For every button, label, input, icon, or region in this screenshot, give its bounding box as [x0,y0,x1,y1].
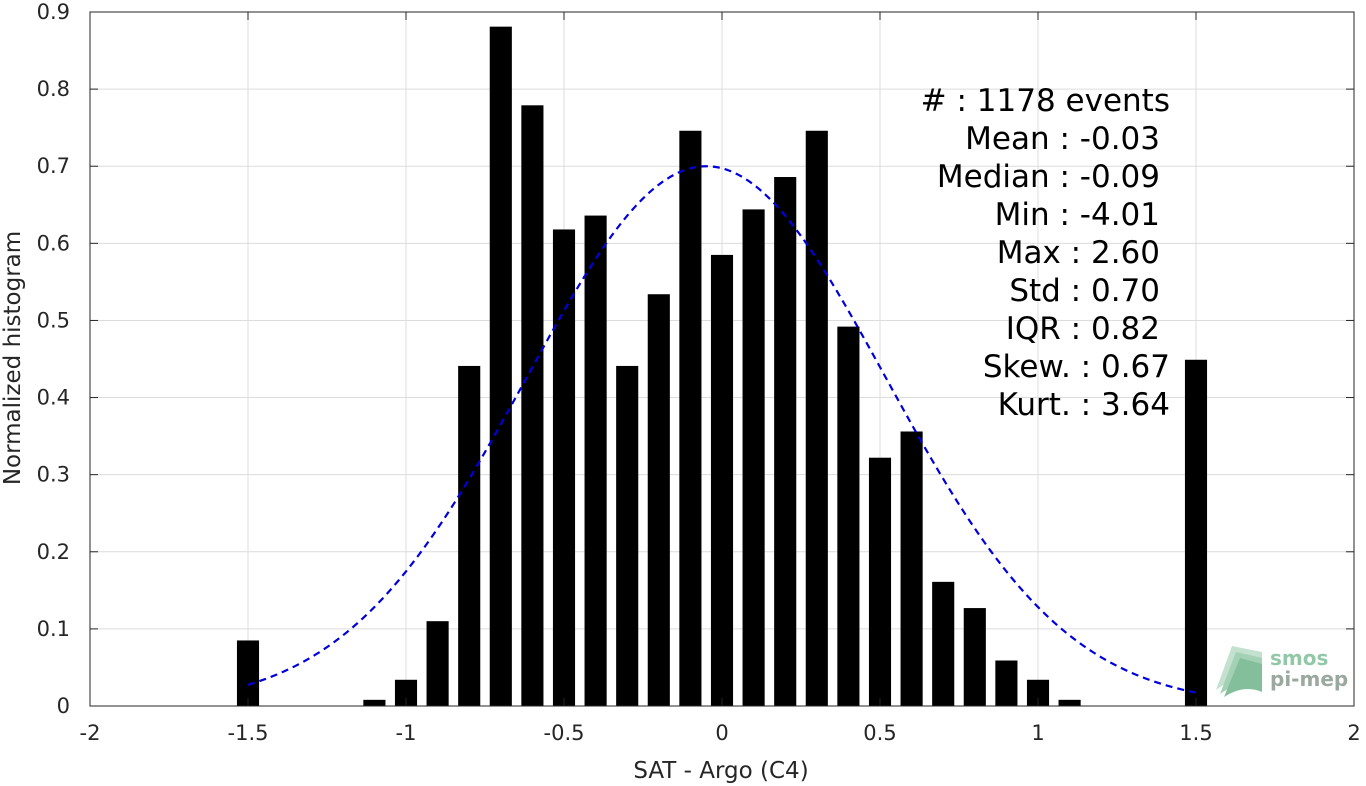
histogram-bar [552,229,576,706]
y-tick-labels: 0 0.1 0.2 0.3 0.4 0.5 0.6 0.7 0.8 0.9 [37,0,70,718]
stat-std: Std : 0.70 [1009,273,1160,309]
x-tick-label: -1.5 [228,721,269,745]
histogram-bar [647,294,670,706]
y-tick-label: 0.4 [37,386,70,410]
x-tick-labels: -2 -1.5 -1 -0.5 0 0.5 1 1.5 2 [80,721,1361,745]
stat-events: # : 1178 events [921,83,1170,119]
histogram-bar [521,105,544,706]
x-tick-label: 1 [1031,721,1044,745]
y-tick-label: 0.5 [37,308,70,332]
stat-max: Max : 2.60 [997,235,1160,271]
histogram-bar [458,365,481,706]
x-tick-label: 2 [1347,721,1360,745]
y-tick-label: 0.7 [37,154,70,178]
stat-kurt: Kurt. : 3.64 [998,387,1170,423]
histogram-bar [900,431,923,706]
x-tick-label: 1.5 [1179,721,1212,745]
stat-mean: Mean : -0.03 [965,121,1160,157]
gaussian-fit-curve [247,165,1197,694]
logo-text-smos: smos [1270,646,1328,670]
histogram-bar [1026,679,1050,706]
y-tick-label: 0 [57,694,70,718]
histogram-bar [236,640,260,706]
stats-annotation: # : 1178 events Mean : -0.03 Median : -0… [921,83,1170,423]
histogram-bar [426,621,449,706]
x-tick-label: 0 [715,721,728,745]
histogram-bar [394,679,418,706]
histogram-bar [710,254,734,706]
y-tick-label: 0.2 [37,540,70,564]
histogram-bar [1058,699,1081,706]
histogram-bar [837,326,860,706]
stat-min: Min : -4.01 [995,197,1160,233]
histogram-bar [584,215,607,706]
histogram-bar [679,130,702,707]
x-tick-label: -0.5 [544,721,585,745]
y-tick-label: 0.9 [37,0,70,24]
histogram-bar [742,209,765,706]
histogram-bar [363,699,386,706]
histogram-bar [932,581,955,706]
stat-skew: Skew. : 0.67 [983,349,1170,385]
y-axis-label: Normalized histogram [0,231,26,485]
bars [236,26,1208,707]
histogram-bar [805,130,828,707]
x-axis-label: SAT - Argo (C4) [633,758,808,784]
histogram-bar [774,177,797,707]
histogram-bar [616,365,639,706]
smos-pimep-logo: smos pi-mep [1216,646,1348,697]
histogram-bar [868,457,892,706]
y-tick-label: 0.3 [37,463,70,487]
x-tick-label: 0.5 [863,721,896,745]
logo-waves-icon [1216,646,1262,697]
stat-median: Median : -0.09 [937,159,1160,195]
histogram-bar [995,660,1018,706]
histogram-bar [963,608,986,706]
logo-text-pimep: pi-mep [1270,667,1348,691]
axes [89,11,1355,707]
y-tick-label: 0.6 [37,231,70,255]
stat-iqr: IQR : 0.82 [1006,311,1160,347]
y-tick-label: 0.8 [37,77,70,101]
histogram-bar [489,26,512,706]
x-tick-label: -1 [396,721,417,745]
histogram-bar [1184,359,1208,706]
y-tick-label: 0.1 [37,617,70,641]
x-tick-label: -2 [80,721,101,745]
